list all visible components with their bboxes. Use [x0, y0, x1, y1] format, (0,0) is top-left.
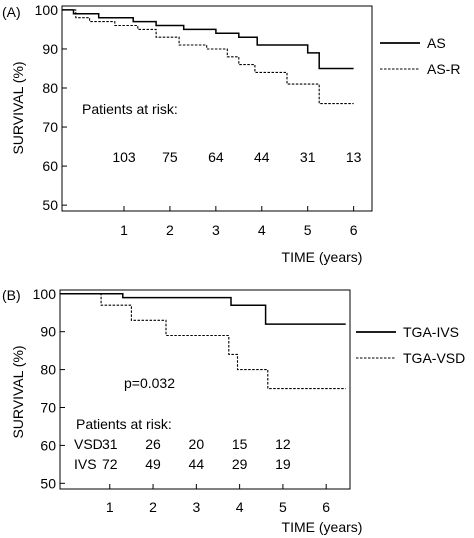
panel-a-x-tick-label: 3: [212, 222, 220, 238]
panel-b-risk-count: 29: [232, 456, 248, 472]
legend-as-r-label: AS-R: [427, 61, 460, 77]
panel-b-x-tick-label: 3: [192, 499, 200, 515]
panel-b-y-tick-label: 50: [40, 475, 56, 491]
panel-b-risk-count: 26: [145, 436, 161, 452]
panel-b-label: (B): [2, 287, 21, 303]
panel-b-y-axis-label: SURVIVAL (%): [10, 345, 26, 438]
panel-b-risk-table: VSD 31 26 20 15 12 IVS 72 49 44 29 19: [74, 436, 291, 472]
panel-a-curves: [62, 9, 354, 105]
panel-a-y-tick-labels: 50 60 70 80 90 100: [35, 2, 59, 213]
legend-tga-vsd-label: TGA-VSD: [403, 350, 465, 366]
panel-b-y-tick-label: 90: [40, 324, 56, 340]
panel-b-risk-count: 15: [232, 436, 248, 452]
panel-b-curves: [60, 293, 346, 390]
panel-b-x-tick-labels: 1 2 3 4 5 6: [106, 499, 330, 515]
panel-a-legend: AS AS-R: [380, 35, 460, 77]
panel-a-y-tick-label: 50: [42, 197, 58, 213]
panel-b-x-axis-label: TIME (years): [282, 519, 363, 535]
panel-a-x-axis-label: TIME (years): [282, 249, 363, 265]
panel-a-risk-count: 64: [208, 149, 224, 165]
panel-a-risk-count: 31: [300, 149, 316, 165]
panel-b-curve-tga-vsd: [60, 293, 346, 390]
panel-b-y-tick-label: 100: [33, 286, 57, 302]
panel-a-ticks: [62, 9, 355, 211]
panel-b-risk-count: 19: [275, 456, 291, 472]
panel-b-x-tick-label: 6: [322, 499, 330, 515]
panel-a-risk-count: 44: [254, 149, 270, 165]
panel-a-x-tick-label: 6: [350, 222, 358, 238]
panel-b-risk-count: 44: [189, 456, 205, 472]
panel-b-y-tick-label: 80: [40, 362, 56, 378]
legend-as-label: AS: [427, 35, 446, 51]
panel-a-y-axis-label: SURVIVAL (%): [10, 61, 26, 154]
panel-b-y-tick-label: 60: [40, 437, 56, 453]
panel-a-x-tick-label: 1: [120, 222, 128, 238]
panel-b-curve-tga-ivs: [60, 293, 346, 325]
panel-a-risk-count: 103: [112, 149, 136, 165]
panel-a-plot-frame: [61, 5, 373, 212]
panel-a-risk-title: Patients at risk:: [82, 101, 178, 117]
panel-b-risk-row-label: VSD: [74, 436, 103, 452]
panel-b-x-tick-label: 1: [106, 499, 114, 515]
panel-b-risk-count: 12: [275, 436, 291, 452]
panel-b-plot-frame: [59, 289, 351, 490]
panel-b-risk-count: 20: [189, 436, 205, 452]
panel-a-x-tick-label: 5: [304, 222, 312, 238]
legend-tga-ivs-label: TGA-IVS: [403, 324, 459, 340]
panel-a-x-tick-label: 4: [258, 222, 266, 238]
panel-a-y-tick-label: 90: [42, 41, 58, 57]
panel-b-legend: TGA-IVS TGA-VSD: [356, 324, 465, 366]
panel-b-x-tick-label: 4: [236, 499, 244, 515]
panel-a-risk-counts: 103 75 64 44 31 13: [112, 149, 361, 165]
panel-b-y-tick-label: 70: [40, 400, 56, 416]
panel-a-y-tick-label: 60: [42, 158, 58, 174]
panel-a-curve-as-r: [62, 9, 354, 105]
panel-b-risk-title: Patients at risk:: [76, 416, 172, 432]
panel-b-x-tick-label: 5: [279, 499, 287, 515]
panel-b-y-tick-labels: 50 60 70 80 90 100: [33, 286, 57, 492]
panel-b-x-tick-label: 2: [149, 499, 157, 515]
panel-a: (A) SURVIVAL (%) 50 60 70 80 90 100 1 2 3 4 5 6 TI…: [2, 2, 460, 265]
panel-a-y-tick-label: 70: [42, 119, 58, 135]
panel-b-risk-count: 49: [145, 456, 161, 472]
panel-b-risk-count: 72: [102, 456, 118, 472]
panel-a-y-tick-label: 80: [42, 80, 58, 96]
panel-a-risk-count: 75: [162, 149, 178, 165]
panel-b-risk-row-label: IVS: [74, 456, 97, 472]
panel-b-risk-count: 31: [102, 436, 118, 452]
panel-a-y-tick-label: 100: [35, 2, 59, 18]
panel-a-x-tick-labels: 1 2 3 4 5 6: [120, 222, 358, 238]
panel-a-curve-as: [62, 9, 354, 70]
panel-a-x-tick-label: 2: [166, 222, 174, 238]
panel-b-p-value: p=0.032: [124, 375, 175, 391]
panel-a-label: (A): [2, 4, 21, 20]
panel-a-risk-count: 13: [346, 149, 362, 165]
